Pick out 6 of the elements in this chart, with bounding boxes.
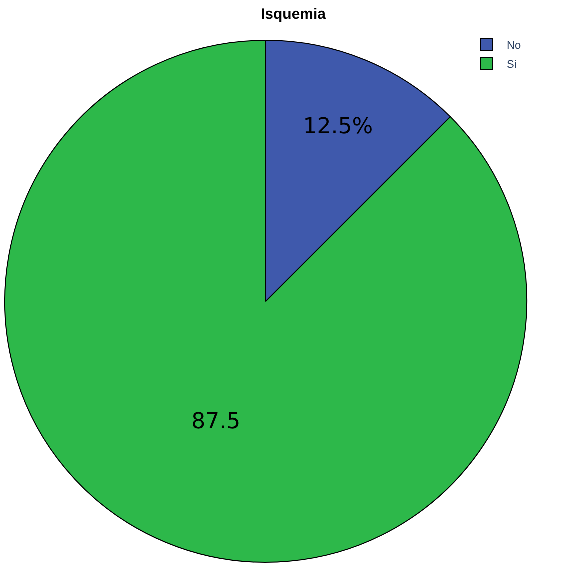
data-label: 12.5% (303, 114, 374, 140)
legend-label: No (507, 40, 522, 52)
pie-slice (4, 40, 528, 563)
legend-label: Si (507, 58, 517, 71)
chart-title: Isquemia (260, 6, 327, 24)
data-label: 87.5 (192, 410, 241, 435)
